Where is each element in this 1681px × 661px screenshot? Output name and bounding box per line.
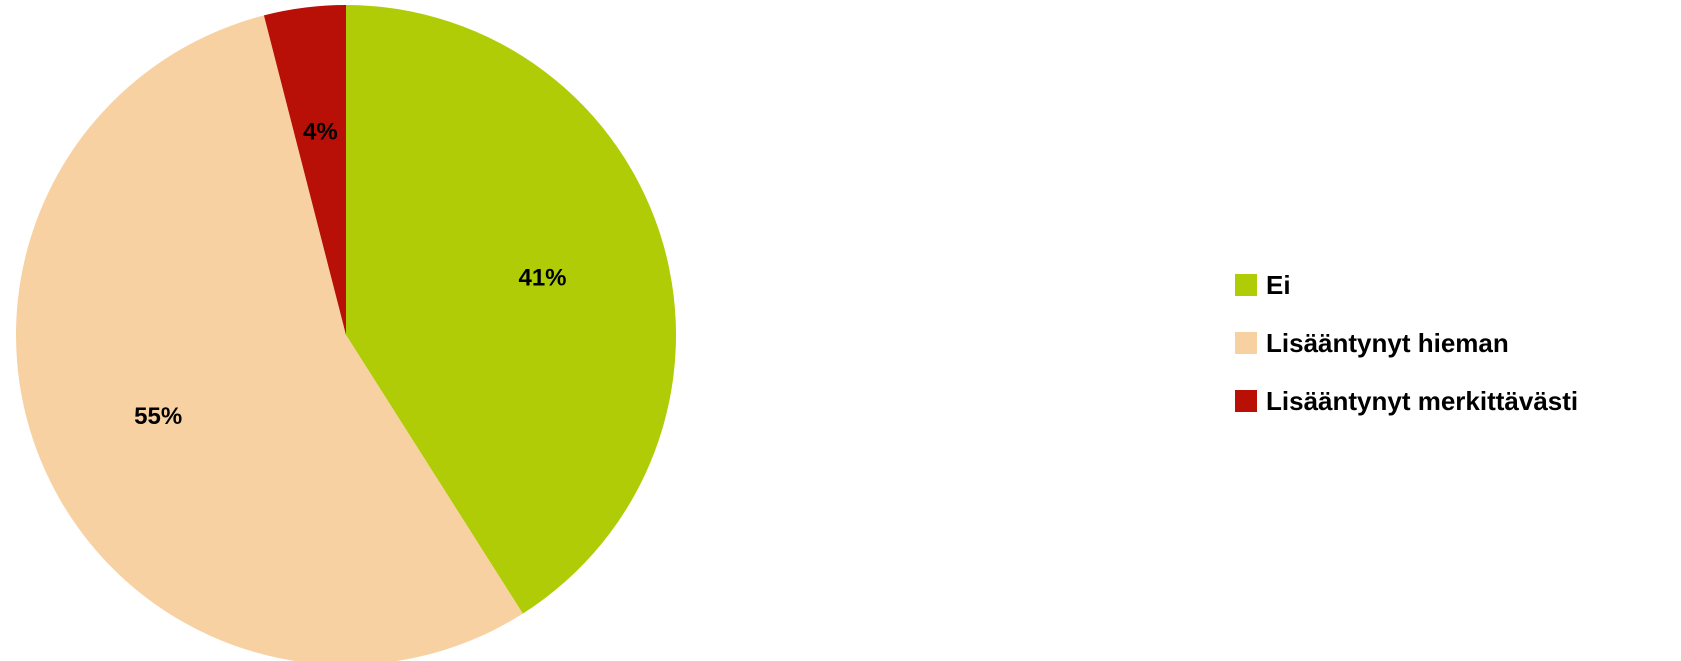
legend-item-lisaantynyt-merkittavasti: Lisääntynyt merkittävästi (1235, 372, 1578, 430)
legend-label: Ei (1266, 269, 1291, 300)
legend-swatch (1235, 390, 1257, 412)
pie-data-labels: 41% 55% 4% (134, 119, 566, 430)
chart-legend: Ei Lisääntynyt hieman Lisääntynyt merkittä… (1235, 256, 1578, 430)
data-label-lisaantynyt-hieman: 55% (134, 403, 182, 430)
pie-slices (15, 5, 676, 661)
pie-slice-ei (346, 5, 676, 614)
legend-item-lisaantynyt-hieman: Lisääntynyt hieman (1235, 314, 1578, 372)
pie-slice-lisaantynyt-merkittavasti (263, 5, 346, 335)
legend-swatch (1235, 274, 1257, 296)
legend-label: Lisääntynyt hieman (1266, 327, 1509, 358)
data-label-ei: 41% (518, 264, 566, 291)
legend-item-ei: Ei (1235, 256, 1578, 314)
legend-label: Lisääntynyt merkittävästi (1266, 385, 1579, 416)
legend-swatch (1235, 332, 1257, 354)
pie-slice-lisaantynyt-hieman (15, 15, 523, 661)
data-label-lisaantynyt-merkittavasti: 4% (303, 119, 338, 146)
